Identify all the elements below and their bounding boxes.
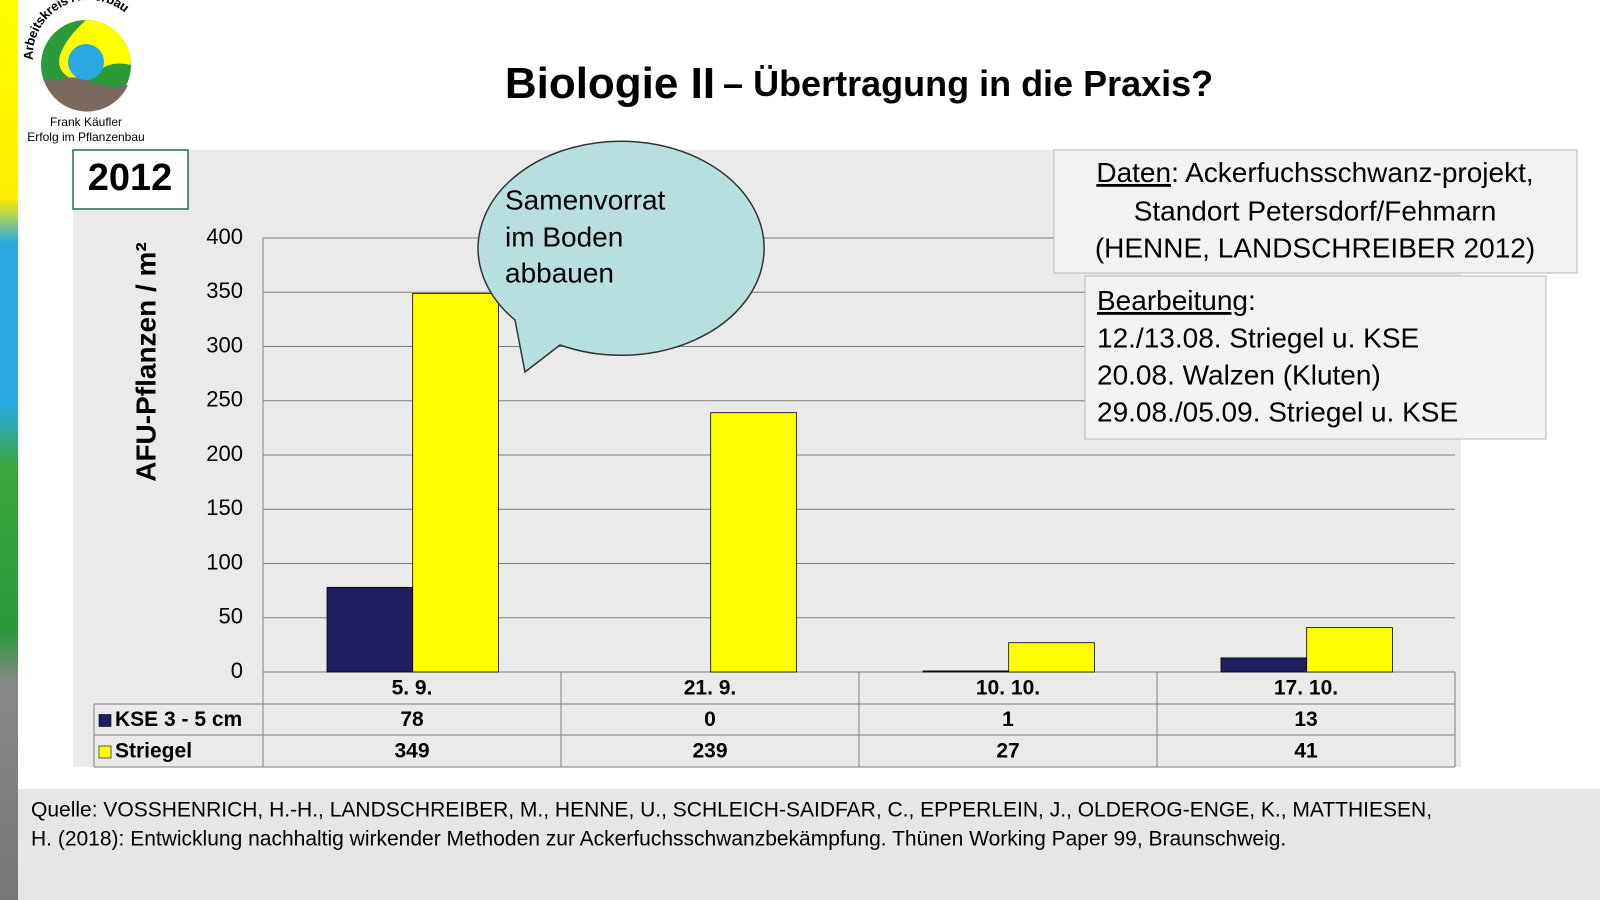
y-tick-label: 400 [206, 224, 243, 249]
y-axis-label: AFU-Pflanzen / m² [130, 242, 161, 482]
bar [412, 292, 499, 673]
y-tick-label: 300 [206, 332, 243, 357]
x-tick-label: 17. 10. [1274, 677, 1338, 700]
processing-line: 12./13.08. Striegel u. KSE [1097, 322, 1419, 353]
bar [922, 670, 1010, 673]
edge-strip [0, 0, 18, 900]
x-tick-label: 10. 10. [976, 677, 1040, 700]
y-tick-label: 350 [206, 278, 243, 303]
slide-title: Biologie II – Übertragung in die Praxis? [505, 59, 1213, 108]
bar [1220, 657, 1308, 673]
title-main: Biologie II [505, 59, 715, 108]
processing-line: 29.08./05.09. Striegel u. KSE [1097, 396, 1458, 427]
source-text: Quelle: VOSSHENRICH, H.-H., LANDSCHREIBE… [31, 799, 1432, 822]
y-tick-label: 0 [231, 658, 243, 683]
processing-label: Bearbeitung [1097, 285, 1248, 316]
callout-bubble [477, 140, 765, 374]
bar [326, 586, 414, 673]
source-text: H. (2018): Entwicklung nachhaltig wirken… [31, 828, 1286, 851]
y-tick-label: 150 [206, 495, 243, 520]
year-box [72, 149, 189, 210]
processing-colon: : [1248, 285, 1256, 316]
legend-swatch [98, 714, 112, 727]
processing-heading: Bearbeitung: [1097, 285, 1256, 316]
table-value: 1 [1002, 708, 1014, 731]
table-value: 27 [996, 740, 1019, 763]
logo-line: Erfolg im Pflanzenbau [27, 130, 144, 144]
x-tick-label: 21. 9. [684, 677, 737, 700]
bar [710, 412, 797, 673]
table-value: 349 [394, 740, 429, 763]
source-background [18, 789, 1600, 900]
processing-box [1084, 275, 1547, 440]
legend-label: KSE 3 - 5 cm [115, 708, 242, 731]
legend-label: Striegel [115, 740, 192, 763]
data-box-line: Daten: Ackerfuchsschwanz-projekt, [1096, 157, 1533, 188]
callout-text: im Boden [505, 221, 623, 252]
bar [1008, 642, 1095, 673]
table-value: 41 [1294, 740, 1318, 763]
y-tick-label: 200 [206, 441, 243, 466]
year-label: 2012 [88, 157, 173, 199]
legend-swatch [98, 745, 112, 759]
y-tick-label: 100 [206, 549, 243, 574]
bar [1306, 627, 1393, 673]
table-value: 13 [1294, 708, 1317, 731]
data-box [1053, 149, 1578, 274]
data-box-line: Standort Petersdorf/Fehmarn [1134, 195, 1497, 226]
table-value: 239 [692, 740, 727, 763]
callout-text: abbauen [505, 257, 614, 288]
y-tick-label: 50 [219, 604, 243, 629]
title-rest: – Übertragung in die Praxis? [723, 63, 1213, 104]
x-tick-label: 5. 9. [392, 677, 433, 700]
processing-line: 20.08. Walzen (Kluten) [1097, 359, 1381, 390]
callout-text: Samenvorrat [505, 184, 666, 215]
table-value: 78 [400, 708, 424, 731]
table-value: 0 [704, 708, 716, 731]
logo-line: Frank Käufler [50, 115, 122, 129]
data-box-line: (HENNE, LANDSCHREIBER 2012) [1095, 232, 1535, 263]
data-box-text: : Ackerfuchsschwanz-projekt, [1171, 157, 1534, 188]
data-box-label: Daten [1096, 157, 1171, 188]
y-tick-label: 250 [206, 387, 243, 412]
